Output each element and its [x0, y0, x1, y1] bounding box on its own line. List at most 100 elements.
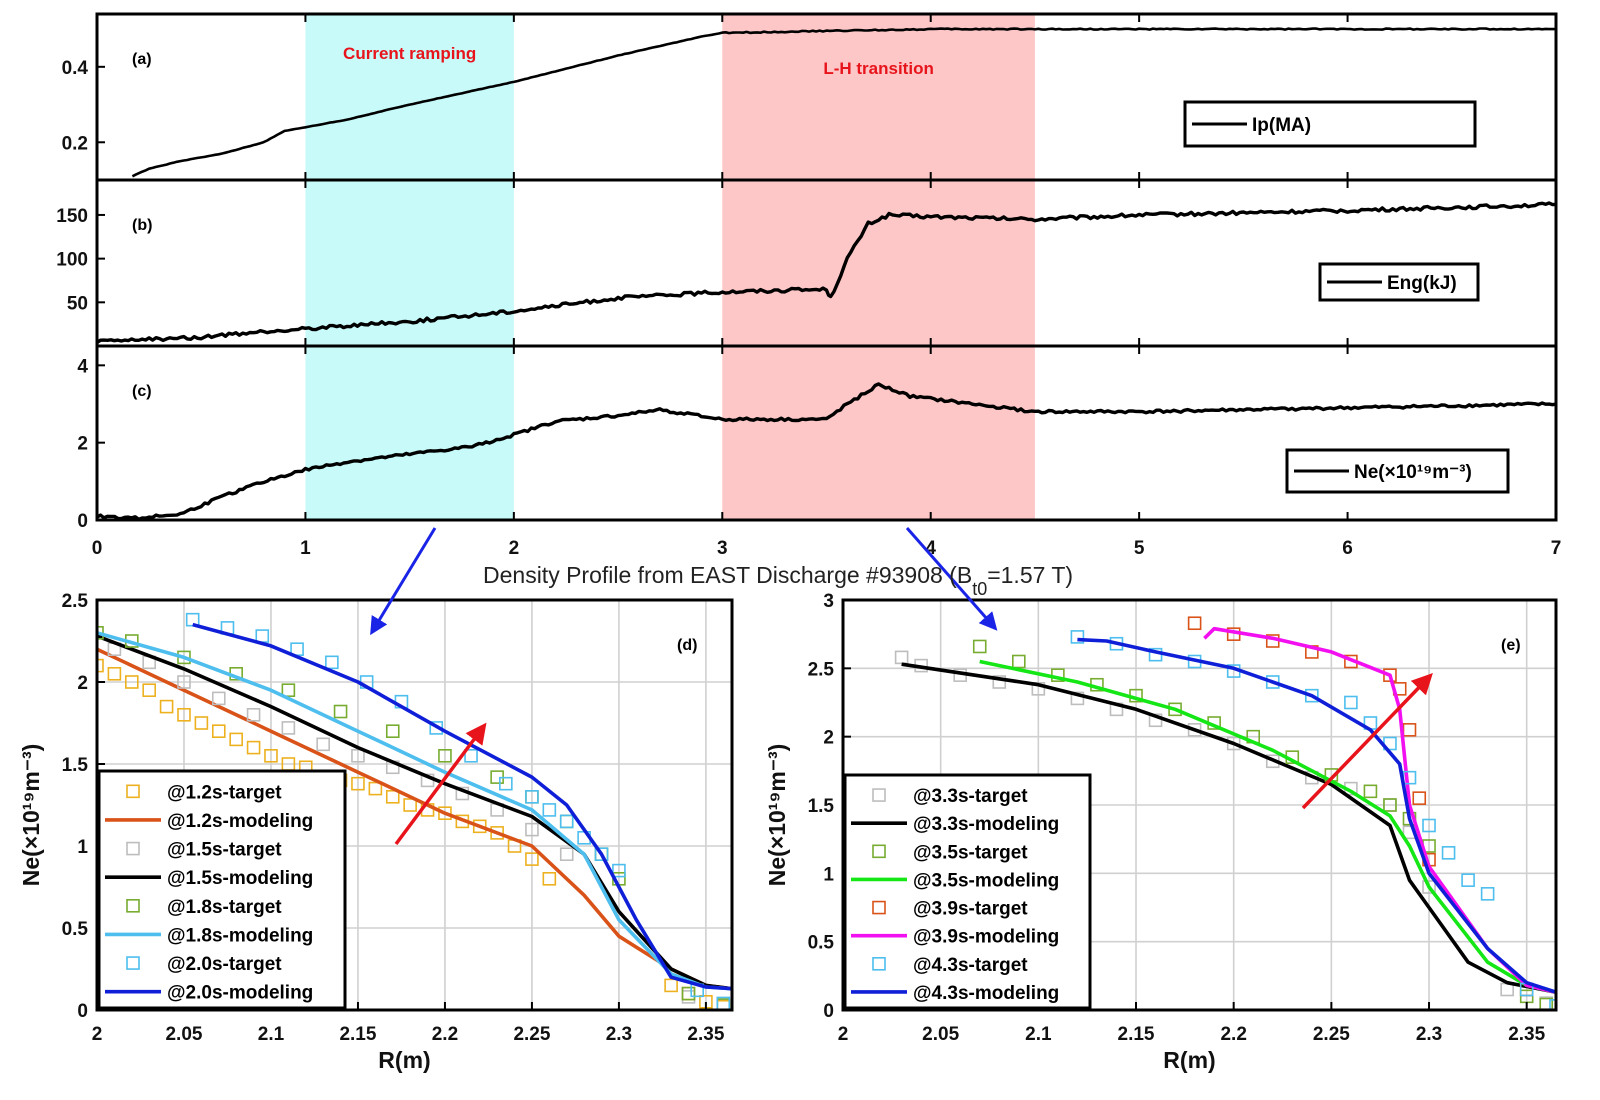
- marker-t1-5s-target: [177, 675, 191, 689]
- ytick-label-e: 2.5: [808, 659, 835, 680]
- marker-t1-5s-target: [246, 707, 261, 722]
- marker-t3-5s-target: [1363, 784, 1378, 799]
- legend-swatch-t3-5s-target: [872, 844, 886, 859]
- marker-t1-2s-target: [664, 978, 678, 993]
- series-line-a: [131, 27, 1556, 178]
- legend-label-t1-5s-target: @1.5s-target: [167, 840, 282, 861]
- marker-t1-2s-target: [229, 732, 243, 747]
- band-label-lh-transition: L-H transition: [823, 59, 934, 78]
- marker-t3-3s-target: [894, 650, 909, 665]
- xlabel-d: R(m): [378, 1047, 430, 1073]
- legend-label-a: Ip(MA): [1252, 115, 1311, 136]
- series-group-d: [97, 612, 732, 1010]
- legend-box-c: [1285, 448, 1510, 494]
- xtick-label-e: 2.25: [1313, 1024, 1350, 1045]
- legend-label-t4-3s-modeling: @4.3s-modeling: [913, 983, 1059, 1004]
- marker-t4-3s-target: [1441, 846, 1456, 860]
- legend-label-c: Ne(×10¹⁹m⁻³): [1354, 462, 1472, 483]
- legend-swatch-t3-3s-target: [872, 788, 886, 802]
- axis-frames: [95, 12, 1558, 1012]
- marker-t1-2s-target: [159, 699, 174, 714]
- legend-label-t2-0s-target: @2.0s-target: [167, 954, 282, 975]
- legend-label-t3-3s-target: @3.3s-target: [913, 786, 1028, 807]
- marker-t3-9s-target: [1412, 791, 1427, 805]
- ytick-label-e: 1.5: [808, 796, 835, 817]
- xtick-label-d: 2.3: [606, 1024, 632, 1045]
- legend-swatch-t1-8s-target: [126, 899, 140, 913]
- marker-t1-2s-target: [490, 826, 504, 840]
- marker-t1-5s-target: [351, 748, 365, 763]
- marker-t3-5s-target: [972, 639, 987, 654]
- marker-t1-2s-target: [472, 819, 487, 834]
- ytick-label-d: 1: [77, 837, 88, 858]
- ytick-label-d: 1.5: [62, 755, 89, 776]
- xtick-label-d: 2.25: [513, 1024, 550, 1045]
- panel-label-c: (c): [132, 383, 152, 400]
- marker-t2-0s-target: [525, 789, 539, 804]
- marker-t1-5s-target: [281, 721, 296, 735]
- marker-t3-9s-target: [1402, 723, 1417, 737]
- marker-t3-3s-target: [1070, 691, 1085, 706]
- marker-t1-2s-target: [403, 798, 417, 812]
- marker-t1-5s-target: [316, 737, 330, 752]
- legend-box-d: [97, 769, 347, 1010]
- series-line-c: [97, 382, 1556, 520]
- series-line-t3-5s-modeling: [979, 659, 1556, 994]
- marker-t2-0s-target: [594, 847, 609, 862]
- ytick-label-a: 0.4: [62, 58, 89, 79]
- middle-title-main: Density Profile from EAST Discharge #939…: [483, 562, 972, 588]
- legend-label-t1-2s-target: @1.2s-target: [167, 782, 282, 803]
- ylabel-e: Ne(×10¹⁹m⁻³): [764, 744, 790, 887]
- xtick-label-d: 2.05: [165, 1024, 202, 1045]
- panel-label-d: (d): [677, 637, 697, 654]
- xtick-label-e: 2.05: [922, 1024, 959, 1045]
- band-label-current-ramping: Current ramping: [343, 44, 476, 63]
- middle-title-tail: =1.57 T): [987, 562, 1073, 588]
- marker-t1-8s-target: [559, 814, 574, 829]
- legend-label-t4-3s-target: @4.3s-target: [913, 955, 1028, 976]
- ytick-label-d: 0.5: [62, 919, 89, 940]
- legend-label-t3-9s-target: @3.9s-target: [913, 899, 1028, 920]
- xtick-label-e: 2: [838, 1024, 849, 1045]
- legend-label-t3-3s-modeling: @3.3s-modeling: [913, 814, 1059, 835]
- legend-label-t3-5s-modeling: @3.5s-modeling: [913, 870, 1059, 891]
- marker-t2-0s-target: [325, 655, 339, 670]
- ytick-label-e: 3: [823, 591, 834, 612]
- legend-swatch-t4-3s-target: [872, 957, 886, 971]
- marker-t1-2s-target: [194, 716, 209, 730]
- marker-t1-2s-target: [351, 776, 365, 791]
- marker-t1-2s-target: [681, 986, 696, 1001]
- ytick-label-d: 0: [77, 1001, 88, 1022]
- xtick-label-e: 2.3: [1416, 1024, 1442, 1045]
- legend-label-t1-5s-modeling: @1.5s-modeling: [167, 868, 313, 889]
- marker-t1-2s-target: [211, 724, 226, 739]
- xtick-label-d: 2.2: [432, 1024, 458, 1045]
- connector-arrow-right: [905, 527, 998, 631]
- xtick-label-d: 2.35: [687, 1024, 724, 1045]
- marker-t2-0s-target: [559, 814, 574, 829]
- data-series: [97, 27, 1556, 1010]
- legend-box-e: [843, 773, 1092, 1010]
- panel-label-e: (e): [1501, 637, 1521, 654]
- marker-t4-3s-target: [1480, 887, 1495, 901]
- ytick-label-e: 0: [823, 1001, 834, 1022]
- shaded-band-current-ramping: [305, 14, 514, 520]
- shaded-bands: [305, 14, 1035, 520]
- middle-title: Density Profile from EAST Discharge #939…: [483, 562, 1073, 599]
- middle-title-subscript: t0: [972, 579, 987, 599]
- series-line-t2-0s-modeling: [192, 622, 732, 991]
- xtick-label-d: 2: [92, 1024, 103, 1045]
- marker-t1-2s-target: [142, 683, 156, 698]
- marker-t4-3s-target: [1265, 675, 1280, 689]
- xtick-label-c: 0: [92, 538, 103, 559]
- legend-label-t2-0s-modeling: @2.0s-modeling: [167, 983, 313, 1004]
- panel-label-a: (a): [132, 51, 152, 68]
- legend-swatch-t3-9s-target: [872, 900, 886, 915]
- connector-arrow-left: [370, 527, 437, 636]
- marker-t1-2s-target: [246, 740, 261, 755]
- ytick-label-d: 2.5: [62, 591, 89, 612]
- ytick-label-d: 2: [77, 673, 88, 694]
- marker-t1-8s-target: [385, 724, 400, 739]
- legend-label-t3-5s-target: @3.5s-target: [913, 842, 1028, 863]
